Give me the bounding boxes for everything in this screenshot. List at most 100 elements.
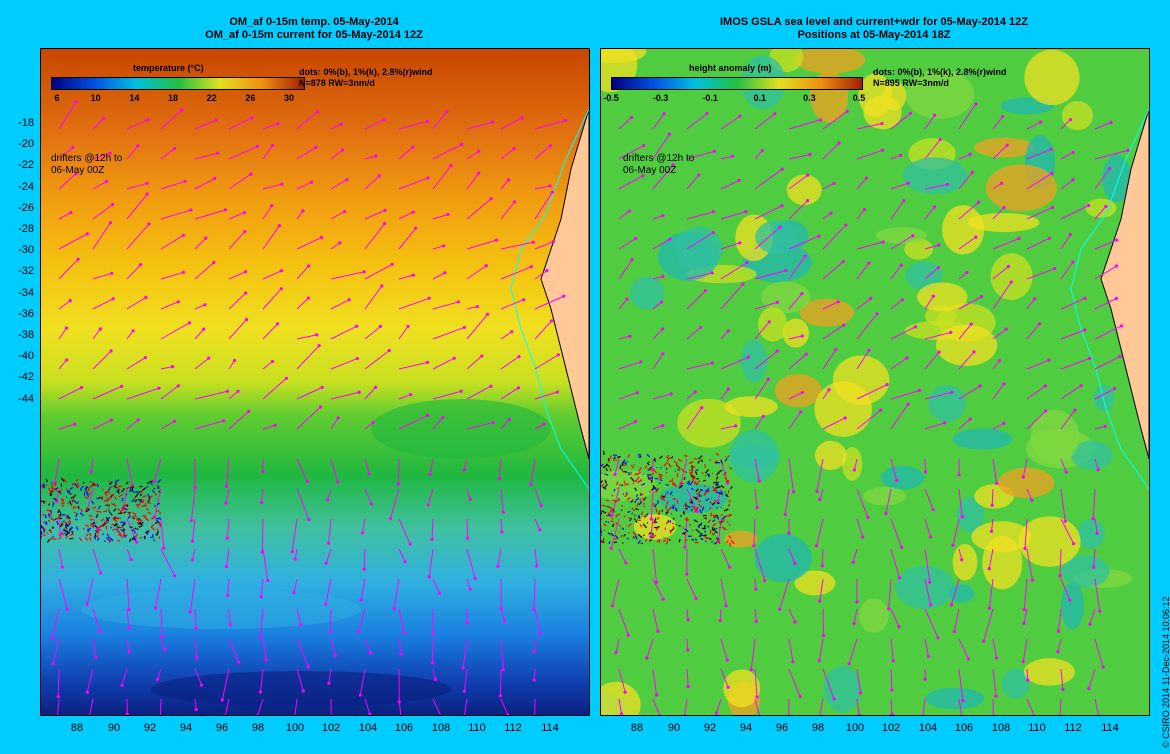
current-arrow [1088, 668, 1096, 689]
drifter-track [627, 454, 631, 459]
current-arrow-head [517, 355, 521, 359]
current-arrow-head [749, 667, 753, 672]
drifter-track [53, 487, 58, 492]
drifter-track [684, 502, 687, 506]
current-arrow-head [243, 270, 248, 274]
current-arrow-head [65, 358, 69, 362]
drifter-track [113, 496, 118, 501]
drifter-track [75, 526, 79, 531]
coast-contour [510, 108, 589, 490]
current-arrow-head [945, 182, 950, 186]
current-arrow-head [225, 389, 230, 393]
current-arrow-head [867, 348, 871, 352]
current-arrow-head [270, 359, 275, 364]
current-arrow-head [545, 269, 549, 273]
current-arrow [1094, 425, 1106, 430]
current-arrow-head [949, 603, 954, 607]
current-arrow-head [109, 418, 113, 422]
current-arrow-head [347, 298, 351, 302]
current-arrow [160, 234, 184, 250]
current-arrow [330, 299, 350, 310]
current-arrow-head [181, 233, 186, 237]
current-arrow-head [428, 472, 432, 477]
current-arrow-head [356, 630, 361, 634]
current-arrow-head [806, 173, 810, 177]
current-arrow-head [359, 598, 363, 602]
current-arrow [296, 386, 323, 400]
current-arrow-head [491, 120, 495, 124]
current-arrow-head [462, 468, 466, 472]
current-arrow [154, 488, 162, 518]
current-arrow-head [641, 174, 645, 178]
current-arrow [652, 668, 657, 696]
current-arrow-head [778, 225, 782, 229]
current-arrow-head [411, 210, 415, 214]
left-drifters-line1: drifters @12h to [51, 153, 123, 164]
current-arrow [328, 518, 332, 544]
current-arrow [58, 387, 82, 400]
current-arrow [720, 179, 740, 190]
current-arrow-head [885, 383, 889, 387]
current-arrow-head [411, 145, 415, 149]
drifter-track [48, 487, 51, 492]
drifter-track [86, 488, 90, 492]
drifter-track [626, 496, 631, 501]
current-arrow [398, 274, 414, 280]
cool-patch [81, 589, 361, 629]
drifter-track [118, 494, 123, 498]
current-arrow [360, 578, 366, 600]
current-arrow-head [176, 300, 180, 304]
drifter-track [118, 531, 123, 537]
height-eddy [1024, 49, 1080, 106]
drifter-track [85, 533, 89, 537]
current-arrow [534, 270, 548, 280]
drifter-track [131, 486, 134, 489]
drifter-track [46, 539, 51, 543]
current-arrow-head [1086, 203, 1091, 208]
current-arrow-head [181, 270, 186, 274]
current-arrow [364, 350, 390, 370]
current-arrow-head [800, 390, 804, 395]
drifter-track [99, 510, 102, 514]
current-arrow-head [627, 209, 632, 213]
drifter-track [644, 538, 648, 542]
drifter-track [720, 513, 724, 517]
current-arrow [58, 101, 77, 130]
current-arrow-head [491, 420, 495, 425]
current-arrow-head [610, 604, 615, 608]
drifter-track [636, 471, 642, 476]
drifter-track [670, 528, 675, 532]
height-eddy [859, 598, 889, 633]
drifter-track [106, 516, 111, 521]
drifter-track [633, 479, 638, 483]
current-arrow-head [111, 297, 115, 301]
current-arrow [328, 668, 332, 684]
drifter-track [61, 522, 64, 524]
drifter-track [138, 525, 143, 528]
drifter-track [85, 508, 91, 513]
current-arrow [364, 488, 372, 505]
current-arrow [1094, 298, 1117, 310]
current-arrow-head [99, 571, 103, 575]
current-arrow-head [1098, 609, 1102, 613]
drifter-track [703, 524, 706, 530]
current-arrow [126, 548, 132, 560]
drifter-track [712, 519, 716, 523]
current-arrow [720, 155, 733, 160]
current-arrow-head [1021, 659, 1025, 664]
current-arrow [788, 638, 794, 662]
current-arrow [92, 152, 111, 160]
current-arrow [1060, 488, 1066, 522]
drifter-track [47, 513, 51, 518]
drifter-track [119, 517, 122, 519]
current-arrow-head [628, 334, 632, 338]
drifter-track [43, 500, 47, 503]
drifter-track [616, 513, 621, 516]
drifter-track [48, 502, 51, 505]
drifter-track [601, 480, 604, 484]
height-eddy [1001, 668, 1030, 699]
drifter-track [601, 518, 602, 520]
drifter-track [604, 473, 609, 476]
drifter-track [620, 534, 623, 538]
drifter-track [65, 488, 68, 491]
